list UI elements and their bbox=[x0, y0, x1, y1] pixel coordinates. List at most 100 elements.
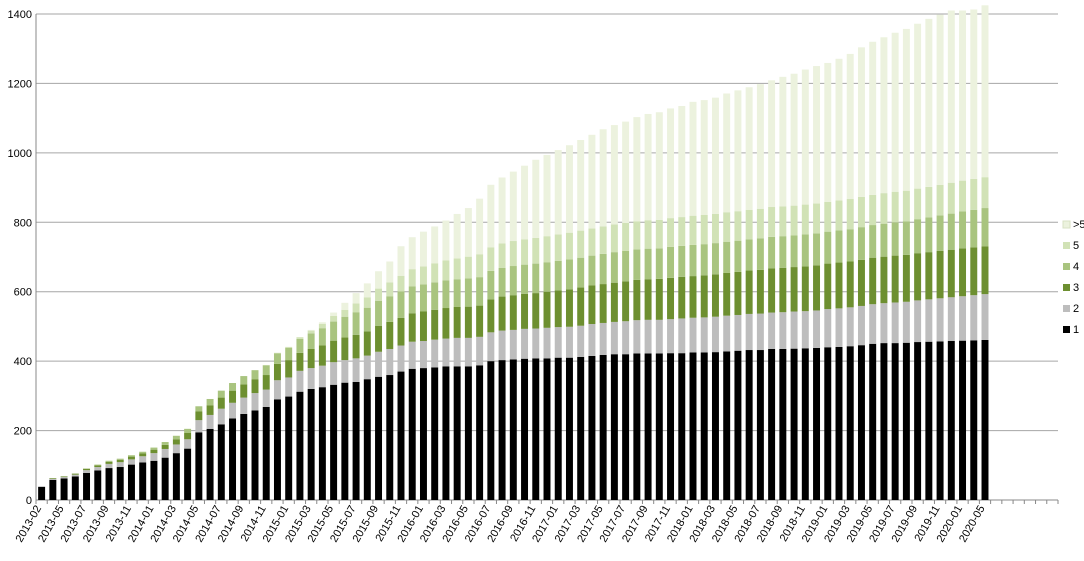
bar-segment-5 bbox=[487, 247, 495, 271]
bar-segment-2 bbox=[678, 318, 686, 354]
bar-segment-2 bbox=[577, 325, 585, 357]
bar-segment-3 bbox=[49, 478, 57, 479]
bar-segment->5 bbox=[756, 84, 764, 209]
bar-segment-5 bbox=[453, 258, 461, 280]
bar-segment->5 bbox=[386, 261, 394, 283]
bar-segment-1 bbox=[285, 396, 293, 500]
bar-segment-4 bbox=[419, 284, 427, 312]
bar-segment-1 bbox=[622, 354, 630, 500]
bar-segment-1 bbox=[318, 387, 326, 500]
bar-segment-2 bbox=[846, 307, 854, 347]
bar-segment-5 bbox=[386, 282, 394, 297]
bar-segment->5 bbox=[599, 129, 607, 227]
bar-segment-1 bbox=[902, 342, 910, 500]
bar-segment-3 bbox=[60, 476, 68, 478]
bar-segment-2 bbox=[408, 341, 416, 369]
bar-segment-1 bbox=[521, 358, 529, 500]
bar-segment->5 bbox=[925, 18, 933, 187]
bar-segment-1 bbox=[116, 467, 124, 500]
bar-segment-2 bbox=[105, 463, 113, 469]
bar-segment-1 bbox=[49, 479, 57, 500]
bar-segment-5 bbox=[711, 213, 719, 244]
bar-segment-1 bbox=[307, 388, 315, 500]
bar-segment-2 bbox=[375, 351, 383, 377]
bar-segment-4 bbox=[285, 347, 293, 361]
bar-segment-2 bbox=[453, 337, 461, 367]
bar-segment-4 bbox=[700, 244, 708, 276]
bar-segment->5 bbox=[363, 283, 371, 298]
bar-segment-2 bbox=[476, 336, 484, 366]
bar-segment-1 bbox=[375, 376, 383, 500]
bar-segment-4 bbox=[610, 252, 618, 283]
bar-segment-2 bbox=[947, 297, 955, 342]
bar-segment-1 bbox=[610, 354, 618, 500]
bar-segment-3 bbox=[610, 282, 618, 322]
y-tick-label: 200 bbox=[14, 426, 32, 438]
bar-segment-1 bbox=[464, 366, 472, 500]
bar-segment->5 bbox=[622, 121, 630, 223]
bar-segment-3 bbox=[83, 468, 91, 471]
bar-segment-1 bbox=[139, 462, 147, 500]
bar-segment-4 bbox=[386, 296, 394, 322]
bar-segment->5 bbox=[745, 87, 753, 210]
bar-segment-1 bbox=[588, 355, 596, 500]
bar-segment-3 bbox=[419, 311, 427, 342]
bar-segment-4 bbox=[453, 279, 461, 307]
bar-segment->5 bbox=[476, 198, 484, 255]
bar-segment-2 bbox=[296, 370, 304, 392]
bar-segment-1 bbox=[397, 371, 405, 500]
bar-segment-1 bbox=[386, 375, 394, 500]
bar-segment-4 bbox=[161, 442, 169, 445]
bar-segment-3 bbox=[947, 249, 955, 298]
bar-segment-1 bbox=[790, 348, 798, 500]
bar-segment-3 bbox=[959, 248, 967, 297]
bar-segment-3 bbox=[240, 384, 248, 398]
bar-segment-2 bbox=[599, 322, 607, 355]
bar-segment-2 bbox=[745, 313, 753, 351]
bar-segment-2 bbox=[689, 317, 697, 353]
legend-label: 2 bbox=[1073, 303, 1079, 315]
bar-segment-3 bbox=[285, 360, 293, 378]
bar-segment-4 bbox=[375, 300, 383, 326]
bar-segment-4 bbox=[487, 270, 495, 300]
bar-segment-3 bbox=[543, 291, 551, 328]
bar-segment->5 bbox=[857, 47, 865, 197]
bar-segment-4 bbox=[711, 243, 719, 275]
bar-segment-5 bbox=[857, 196, 865, 228]
bar-segment->5 bbox=[565, 145, 573, 233]
bar-segment-5 bbox=[644, 220, 652, 249]
bar-segment->5 bbox=[431, 226, 439, 264]
bar-segment-2 bbox=[217, 408, 225, 425]
bar-segment-5 bbox=[689, 215, 697, 245]
bar-segment-3 bbox=[453, 306, 461, 338]
bar-segment-5 bbox=[464, 256, 472, 279]
bar-segment-2 bbox=[633, 320, 641, 354]
bar-segment-5 bbox=[925, 186, 933, 218]
bar-segment-1 bbox=[756, 350, 764, 500]
bar-segment-3 bbox=[801, 266, 809, 312]
bar-segment-4 bbox=[464, 278, 472, 307]
bar-segment-3 bbox=[981, 246, 989, 295]
bar-segment-3 bbox=[442, 308, 450, 339]
bar-segment-5 bbox=[768, 207, 776, 237]
bar-segment-1 bbox=[105, 468, 113, 500]
bar-segment-4 bbox=[667, 246, 675, 278]
bar-segment-4 bbox=[857, 227, 865, 260]
bar-segment-1 bbox=[970, 340, 978, 500]
bar-segment-1 bbox=[38, 486, 46, 500]
bar-segment-5 bbox=[318, 323, 326, 329]
bar-segment-4 bbox=[824, 231, 832, 264]
bar-segment->5 bbox=[577, 140, 585, 231]
bar-segment-2 bbox=[711, 316, 719, 353]
bar-segment-1 bbox=[543, 358, 551, 500]
bar-segment-2 bbox=[554, 327, 562, 358]
bar-segment-3 bbox=[509, 295, 517, 330]
bar-segment-3 bbox=[476, 305, 484, 337]
bar-segment-3 bbox=[644, 279, 652, 320]
bar-segment-3 bbox=[150, 449, 158, 454]
bar-segment-1 bbox=[127, 464, 135, 500]
bar-segment-5 bbox=[375, 288, 383, 301]
bar-segment-2 bbox=[116, 462, 124, 468]
bar-segment->5 bbox=[487, 184, 495, 248]
y-axis-tick-labels: 0 200 400 600 800 1000 1200 1400 bbox=[8, 9, 32, 507]
